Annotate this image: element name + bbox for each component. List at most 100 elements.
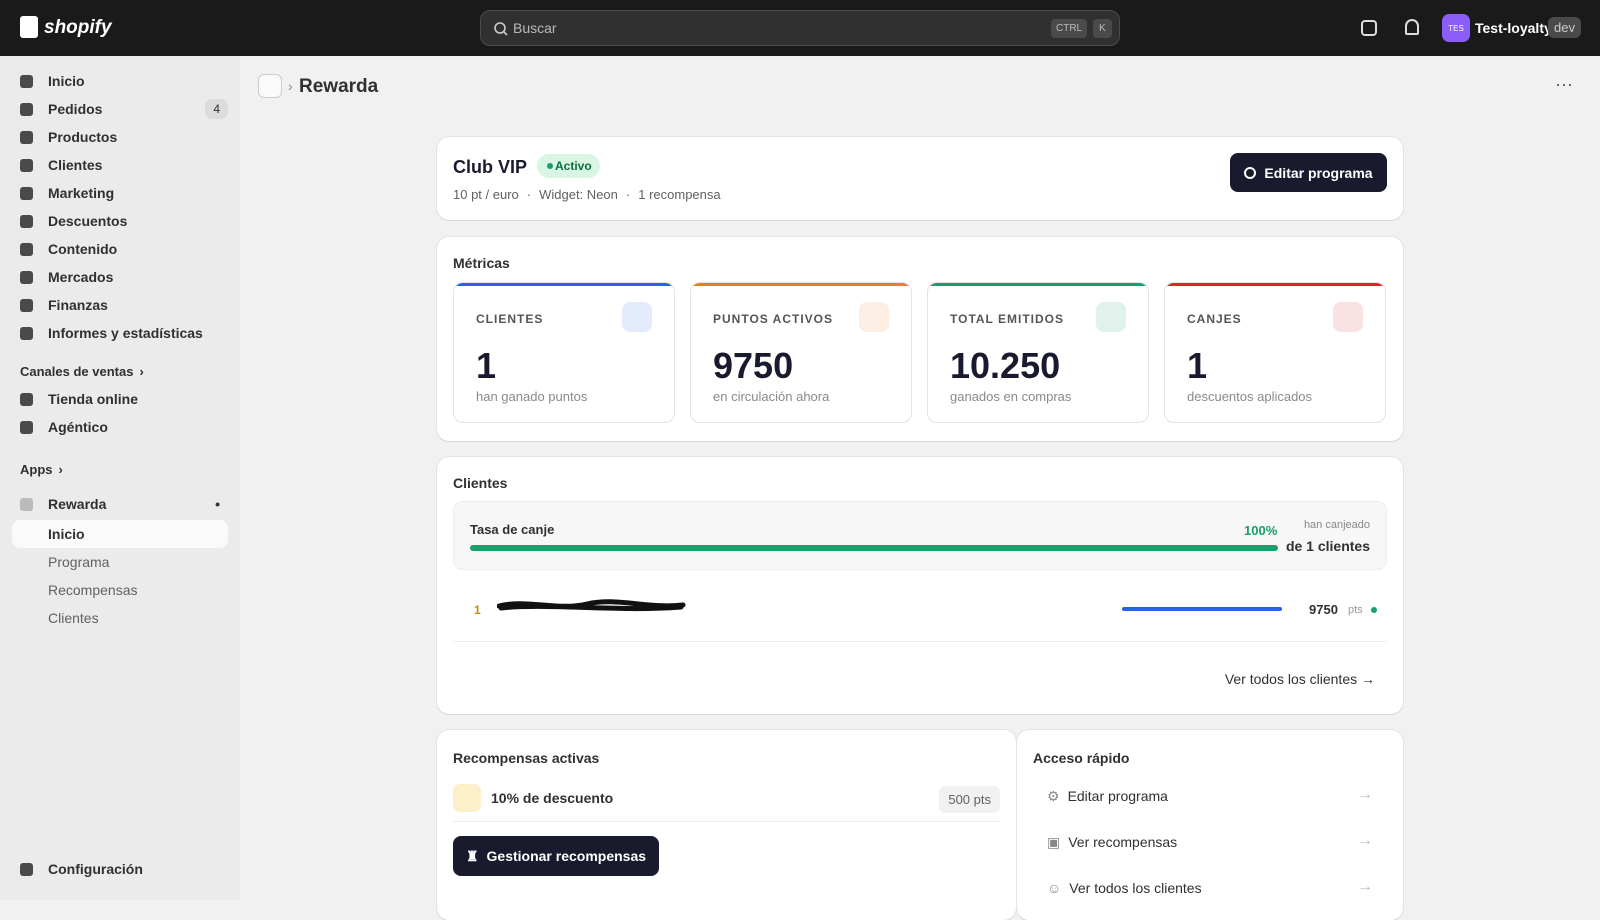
section-title: Acceso rápido (1033, 750, 1130, 766)
status-dot (547, 163, 553, 169)
brand: shopify (44, 17, 112, 38)
metric-card: CANJES 1 descuentos aplicados (1164, 282, 1386, 423)
nav-label: Configuración (48, 861, 143, 877)
section-title: Métricas (453, 255, 510, 271)
status-dot (1371, 607, 1377, 613)
metric-icon (1333, 302, 1363, 332)
nav-label: Mercados (48, 269, 114, 285)
metric-caption: ganados en compras (950, 389, 1072, 404)
nav-item[interactable]: Clientes (48, 605, 198, 631)
chevron: → (1357, 878, 1373, 895)
nav-label: Recompensas (48, 582, 138, 598)
notifications[interactable] (1405, 19, 1419, 35)
metric-accent (1165, 283, 1385, 286)
logo (20, 16, 38, 38)
manage-rewards-button[interactable]: ♜ Gestionar recompensas (453, 836, 659, 876)
nav-label: Inicio (48, 526, 85, 542)
link-label: Editar programa (1067, 788, 1168, 804)
metric-accent (928, 283, 1148, 286)
customers-card: Clientes Tasa de canje 100% han canjeado… (437, 457, 1403, 714)
nav-item[interactable]: Programa (48, 549, 198, 575)
metric-caption: en circulación ahora (713, 389, 830, 404)
breadcrumb-separator: › (288, 78, 293, 94)
kbd: K (1093, 19, 1112, 38)
nav-label: Clientes (48, 157, 103, 173)
quick-access-card: Acceso rápido ⚙ Editar programa ▣ Ver reco… (1017, 730, 1403, 920)
program-meta: 10 pt / euro · Widget: Neon · 1 recompensa (453, 187, 721, 202)
nav-item[interactable]: Marketing (20, 180, 228, 206)
button-label: Gestionar recompensas (486, 848, 647, 864)
nav-label: Descuentos (48, 213, 128, 229)
quick-link[interactable]: ⚙ Editar programa (1047, 788, 1168, 804)
redacted-email (497, 599, 686, 612)
nav-label: Rewarda (48, 496, 107, 512)
quick-link[interactable]: ▣ Ver recompensas (1047, 834, 1178, 850)
store-name[interactable]: Test-loyalty (1475, 20, 1552, 36)
count-badge: 4 (205, 99, 228, 119)
sidebar: Inicio Pedidos 4 Productos Clientes Marke… (0, 56, 240, 900)
chevron: → (1357, 832, 1373, 849)
nav-item[interactable]: Tienda online (20, 386, 228, 412)
nav-item[interactable]: Contenido (20, 236, 228, 262)
nav-label: Finanzas (48, 297, 108, 313)
nav-label: Pedidos (48, 101, 103, 117)
section-heading[interactable]: Canales de ventas › (20, 363, 144, 379)
metric-caption: descuentos aplicados (1187, 389, 1313, 404)
nav-label: Productos (48, 129, 118, 145)
points-bar (1122, 607, 1282, 611)
metric-label: PUNTOS ACTIVOS (713, 312, 834, 326)
section-heading[interactable]: Apps › (20, 461, 63, 477)
more-button[interactable]: ··· (1555, 74, 1573, 94)
nav-item[interactable]: Descuentos (20, 208, 228, 234)
nav-item[interactable]: Pedidos 4 (20, 96, 228, 122)
icon-button[interactable] (1361, 20, 1377, 36)
divider (453, 641, 1387, 642)
avatar[interactable]: TES (1442, 14, 1470, 42)
link-label: Ver todos los clientes (1069, 880, 1202, 896)
metric-card: PUNTOS ACTIVOS 9750 en circulación ahora (690, 282, 912, 423)
nav-label: Tienda online (48, 391, 138, 407)
app-icon[interactable] (258, 74, 282, 98)
nav-item[interactable]: Mercados (20, 264, 228, 290)
nav-label: Inicio (48, 73, 85, 89)
metric-label: CANJES (1187, 312, 1242, 326)
metric-accent (454, 283, 674, 286)
nav-item[interactable]: Rewarda • (20, 491, 228, 517)
metric-value: 1 (476, 345, 497, 386)
rate-label: Tasa de canje (470, 522, 555, 537)
nav-item[interactable]: Agéntico (20, 414, 228, 440)
view-all-link[interactable]: Ver todos los clientes → (1224, 671, 1375, 687)
section-title: Recompensas activas (453, 750, 600, 766)
nav-item[interactable]: Informes y estadísticas (20, 320, 228, 346)
nav-label: Agéntico (48, 419, 108, 435)
nav-item[interactable]: Recompensas (48, 577, 198, 603)
nav-item[interactable]: Inicio (20, 68, 228, 94)
page-title: Rewarda (299, 76, 379, 97)
chevron: → (1357, 786, 1373, 803)
metric-card: CLIENTES 1 han ganado puntos (453, 282, 675, 423)
quick-link[interactable]: ☺ Ver todos los clientes (1047, 880, 1202, 896)
rewards-card: Recompensas activas 10% de descuento 500… (437, 730, 1016, 920)
nav-item[interactable]: Clientes (20, 152, 228, 178)
link-label: Ver recompensas (1068, 834, 1178, 850)
meta-item: Widget: Neon (539, 187, 618, 202)
search[interactable]: Buscar CTRL K (480, 10, 1120, 46)
rate-total: de 1 clientes (1285, 538, 1370, 554)
program-name: Club VIP (453, 157, 528, 177)
nav-item[interactable]: Inicio (48, 521, 198, 547)
nav-item[interactable]: Finanzas (20, 292, 228, 318)
kbd: CTRL (1051, 19, 1088, 38)
metric-value: 9750 (713, 345, 794, 386)
rate-value: 100% (1244, 523, 1278, 538)
redemption-rate: Tasa de canje 100% han canjeado de 1 cli… (453, 501, 1387, 570)
nav-item[interactable]: Productos (20, 124, 228, 150)
section-title: Clientes (453, 475, 508, 491)
link-label: Ver todos los clientes (1224, 671, 1358, 687)
metric-label: TOTAL EMITIDOS (950, 312, 1065, 326)
nav-item[interactable]: Configuración (20, 856, 228, 882)
nav-label: Marketing (48, 185, 115, 201)
points-unit: pts (1348, 604, 1363, 616)
metrics-card: Métricas CLIENTES 1 han ganado puntos PUNTO… (437, 237, 1403, 441)
program-card: Club VIP Activo 10 pt / euro · Widget: Neo… (437, 137, 1403, 220)
edit-program-button[interactable]: Editar programa (1230, 153, 1387, 192)
